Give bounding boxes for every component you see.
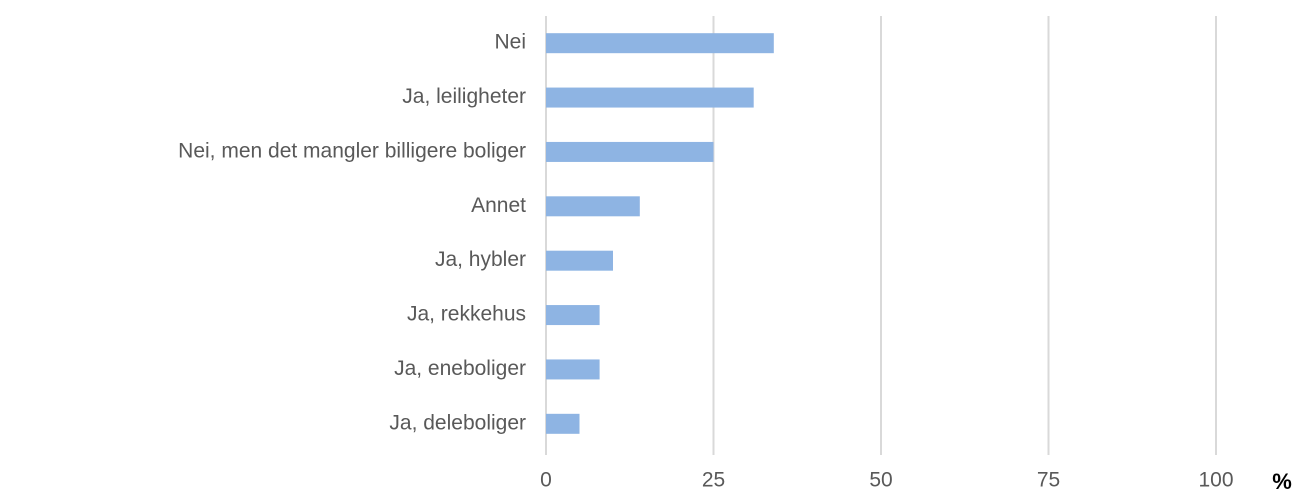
bar — [546, 141, 714, 162]
x-axis-label: % — [1272, 469, 1292, 491]
bar — [546, 250, 613, 271]
y-tick-label: Ja, rekkehus — [407, 303, 526, 326]
bar — [546, 33, 774, 54]
x-tick-label: 75 — [1037, 469, 1060, 491]
y-tick-label: Nei — [494, 31, 526, 54]
y-tick-label: Ja, hybler — [435, 248, 526, 271]
y-tick-label: Ja, leiligheter — [402, 85, 526, 108]
bar — [546, 305, 600, 326]
bar — [546, 196, 640, 217]
x-tick-label: 50 — [869, 469, 892, 491]
y-tick-label: Ja, eneboliger — [394, 357, 526, 380]
x-tick-label: 100 — [1198, 469, 1233, 491]
x-tick-label: 0 — [540, 469, 552, 491]
x-tick-label: 25 — [702, 469, 725, 491]
y-tick-label: Nei, men det mangler billigere boliger — [178, 139, 526, 162]
bar — [546, 87, 754, 108]
y-tick-label: Ja, deleboliger — [389, 411, 526, 434]
y-tick-label: Annet — [471, 194, 526, 217]
bar — [546, 413, 580, 434]
bar — [546, 359, 600, 380]
